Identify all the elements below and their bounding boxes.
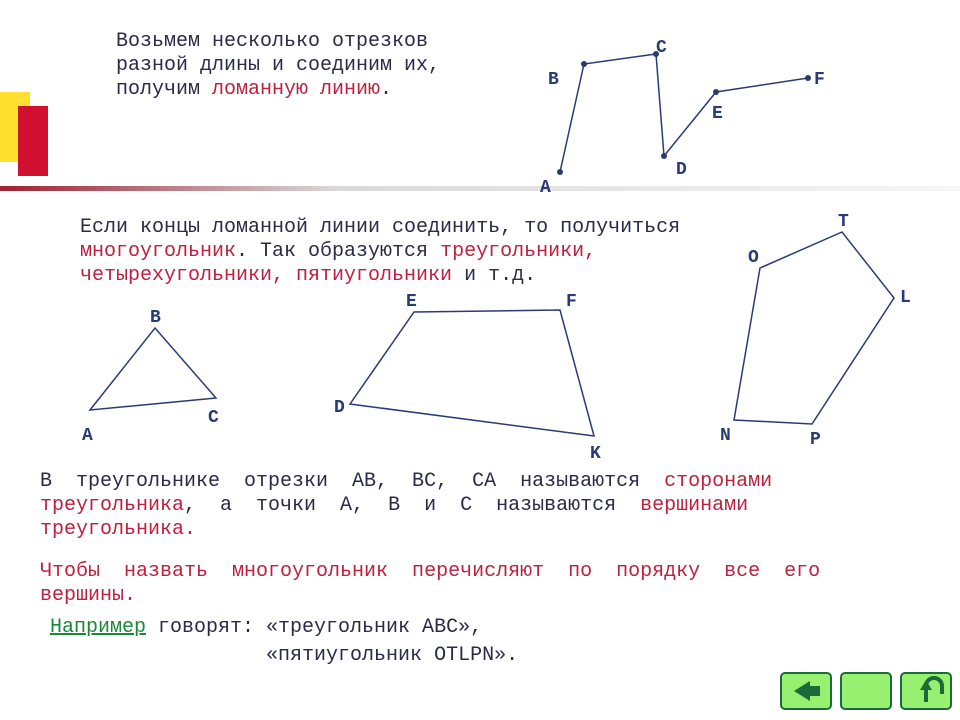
vertex-label-C: C — [656, 38, 667, 58]
paragraph-5: Например говорят: «треугольник ABC», «пя… — [50, 614, 518, 670]
vertex-label-A: A — [82, 426, 93, 446]
vertex-label-D: D — [676, 160, 687, 180]
vertex-label-E: E — [406, 292, 417, 312]
return-button[interactable] — [900, 672, 952, 710]
vertex-label-F: F — [814, 70, 825, 90]
slide-content: Возьмем несколько отрезковразной длины и… — [0, 0, 960, 720]
vertex-label-P: P — [810, 430, 821, 450]
vertex-label-L: L — [900, 288, 911, 308]
vertex-label-F: F — [566, 292, 577, 312]
vertex-label-K: K — [590, 444, 601, 464]
vertex-label-D: D — [334, 398, 345, 418]
vertex-label-B: B — [150, 308, 161, 328]
vertex-label-O: O — [748, 248, 759, 268]
vertex-label-T: T — [838, 212, 849, 232]
prev-button[interactable] — [780, 672, 832, 710]
paragraph-4: Чтобы назвать многоугольник перечисляют … — [40, 560, 820, 608]
vertex-label-N: N — [720, 426, 731, 446]
help-button[interactable]: ? — [840, 672, 892, 710]
vertex-label-B: B — [548, 70, 559, 90]
paragraph-3: В треугольнике отрезки AB, BC, CA называ… — [40, 470, 772, 542]
vertex-label-A: A — [540, 178, 551, 198]
vertex-label-E: E — [712, 104, 723, 124]
vertex-label-C: C — [208, 408, 219, 428]
